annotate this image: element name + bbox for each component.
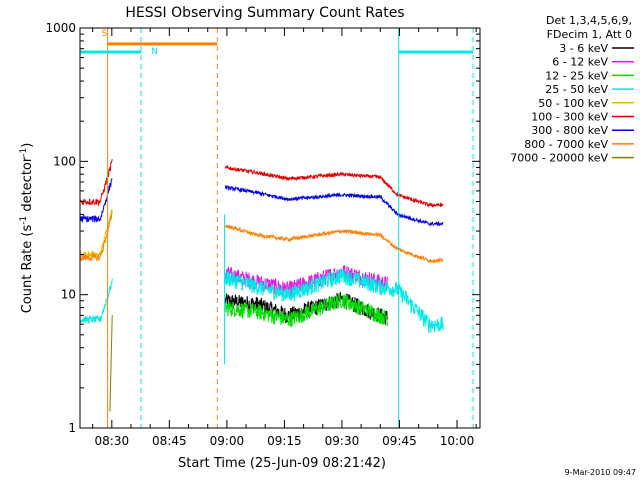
chart-title: HESSI Observing Summary Count Rates [125,5,404,21]
legend-header-1: FDecim 1, Att 0 [547,28,632,41]
legend-label-1: 6 - 12 keV [552,56,608,69]
legend-layer: Det 1,3,4,5,6,9,FDecim 1, Att 03 - 6 keV… [510,14,634,165]
y-axis-label-sup2: -1 [19,148,29,157]
legend-header-0: Det 1,3,4,5,6,9, [546,14,632,27]
series-6-pre-line [79,178,113,223]
annotation-n: N [151,47,158,57]
plot-layer: SN [79,28,474,428]
y-axis-label: Count Rate (s-1 detector-1) [19,143,35,314]
y-tick-label-2: 100 [53,154,76,168]
series-3-post-line [224,268,444,334]
axis-layer: 1 10 100 1000 08:30 08:45 09:00 09:15 09:30 09:45… [45,21,481,448]
y-axis-label-end: ) [20,143,35,148]
y-axis-label-main: Count Rate (s [20,225,35,314]
series-4-pre-line [79,209,113,260]
legend-label-8: 7000 - 20000 keV [510,152,608,165]
series-7-post-line [224,223,444,264]
legend-label-4: 50 - 100 keV [538,97,608,110]
y-tick-label-3: 1000 [45,21,76,35]
legend-label-2: 12 - 25 keV [545,69,608,82]
legend-label-5: 100 - 300 keV [531,111,608,124]
series-2-post-line [224,293,389,328]
x-tick-label-2: 09:00 [210,434,245,448]
series-8-pre-line [109,315,113,412]
series-5-pre-line [80,159,113,207]
x-tick-label-6: 10:00 [440,434,475,448]
legend-label-7: 800 - 7000 keV [524,138,608,151]
series-6-post-line [224,184,444,228]
x-tick-label-1: 08:45 [152,434,187,448]
x-tick-label-5: 09:45 [382,434,417,448]
x-tick-label-4: 09:30 [325,434,360,448]
x-tick-label-3: 09:15 [267,434,302,448]
x-axis-label: Start Time (25-Jun-09 08:21:42) [178,456,386,471]
y-tick-label-1: 10 [61,288,76,302]
y-tick-label-0: 1 [68,421,76,435]
series-3-pre-line [79,278,113,325]
series-5-post-line [224,164,444,209]
x-tick-label-0: 08:30 [95,434,130,448]
date-stamp: 9-Mar-2010 09:47 [565,468,636,477]
plot-frame [79,27,481,429]
legend-label-0: 3 - 6 keV [559,42,608,55]
y-axis-label-mid: detector [20,156,35,216]
series-7-pre-line [79,212,113,262]
legend-label-3: 25 - 50 keV [545,83,608,96]
annotation-s: S [101,29,107,39]
y-axis-label-sup1: -1 [19,216,29,225]
legend-label-6: 300 - 800 keV [531,124,608,137]
